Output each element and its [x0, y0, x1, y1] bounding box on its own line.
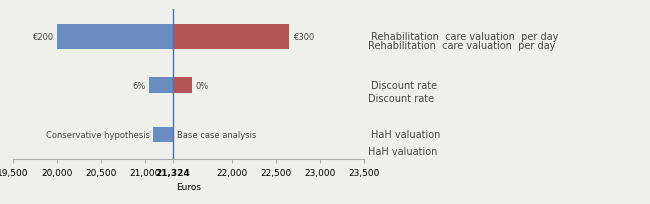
Text: HaH valuation: HaH valuation: [367, 147, 437, 157]
Bar: [173, 25, 289, 49]
Bar: [153, 127, 173, 143]
Bar: [149, 78, 173, 94]
Text: Rehabilitation  care valuation  per day: Rehabilitation care valuation per day: [371, 32, 558, 42]
Text: 6%: 6%: [132, 81, 146, 90]
Text: Rehabilitation  care valuation  per day: Rehabilitation care valuation per day: [367, 40, 555, 50]
Text: Discount rate: Discount rate: [371, 81, 437, 91]
Text: HaH valuation: HaH valuation: [371, 130, 441, 140]
Bar: [173, 78, 192, 94]
Text: 0%: 0%: [196, 81, 209, 90]
Bar: [57, 25, 173, 49]
X-axis label: Euros: Euros: [176, 183, 201, 192]
Text: €300: €300: [293, 33, 314, 42]
Text: Conservative hypothesis: Conservative hypothesis: [46, 130, 150, 139]
Text: Discount rate: Discount rate: [367, 93, 434, 103]
Text: Base case analysis: Base case analysis: [177, 130, 256, 139]
Text: €200: €200: [32, 33, 53, 42]
